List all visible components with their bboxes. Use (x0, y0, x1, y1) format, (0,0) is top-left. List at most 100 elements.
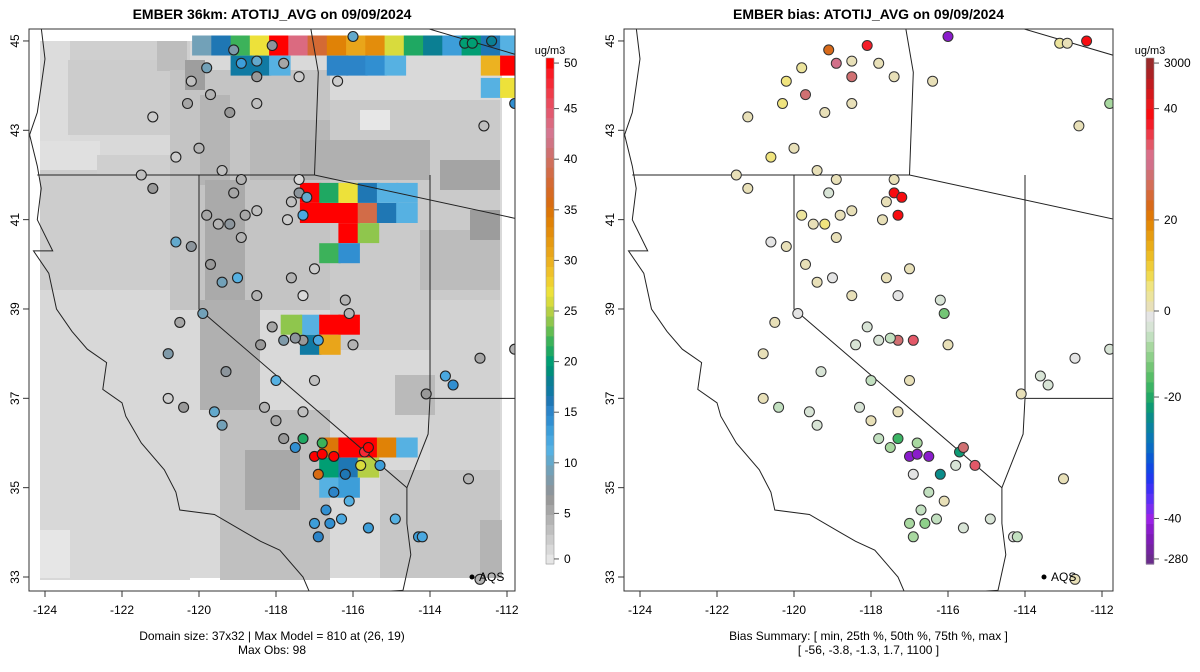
station-obs-marker (216, 276, 228, 288)
grid-cell (480, 55, 503, 76)
colorbar-swatch (546, 137, 554, 148)
colorbar-swatch (546, 236, 554, 248)
station-bias-marker (850, 339, 862, 351)
colorbar-tick-label: 3000 (1164, 56, 1191, 70)
state-borders (624, 29, 1113, 591)
colorbar-swatch (1146, 472, 1154, 484)
x-tick-label: -112 (1090, 603, 1113, 617)
station-obs-marker (185, 75, 197, 87)
grid-shade (360, 110, 390, 130)
right-map-title: EMBER bias: ATOTIJ_AVG on 09/09/2024 (732, 6, 1005, 22)
x-tick-label: -120 (782, 603, 806, 617)
y-tick-label: 45 (603, 34, 617, 48)
station-bias-marker (931, 513, 942, 525)
station-obs-marker (170, 151, 182, 163)
colorbar-tick-label: 0 (1164, 304, 1171, 318)
station-bias-marker (765, 151, 777, 163)
station-bias-marker (796, 62, 808, 74)
grid-cell (423, 35, 445, 56)
colorbar-swatch (546, 464, 554, 476)
grid-cell (338, 223, 360, 244)
grid-cell (357, 182, 380, 203)
colorbar-swatch (546, 444, 554, 456)
station-obs-marker (312, 531, 324, 543)
station-obs-marker (251, 55, 263, 67)
station-bias-marker (788, 142, 800, 154)
colorbar-swatch (1146, 381, 1154, 393)
y-tick-label: 37 (8, 391, 22, 405)
station-obs-marker (278, 433, 290, 445)
station-bias-marker (884, 332, 896, 344)
x-tick-label: -118 (859, 603, 882, 617)
grid-cell (299, 314, 322, 335)
station-bias-marker (800, 258, 811, 270)
colorbar-swatch (546, 395, 554, 406)
grid-cell (376, 203, 399, 223)
colorbar-swatch (1146, 98, 1154, 110)
state-border (198, 175, 412, 591)
colorbar-tick-label: 40 (564, 152, 578, 166)
station-bias-marker (773, 401, 785, 413)
station-obs-marker (197, 307, 209, 320)
y-tick-label: 39 (603, 302, 617, 316)
colorbar-swatch (1146, 118, 1154, 130)
grid-shade (440, 160, 500, 190)
colorbar-swatch (1146, 462, 1154, 474)
colorbar-swatch (546, 206, 554, 218)
station-bias-marker (730, 169, 742, 181)
station-bias-marker (1073, 120, 1085, 132)
y-tick-label: 39 (8, 302, 22, 316)
station-bias-marker (830, 232, 842, 243)
colorbar-swatch (1146, 533, 1154, 545)
station-bias-marker (1015, 388, 1027, 400)
y-tick-label: 37 (603, 391, 617, 405)
colorbar-tick-label: 35 (564, 203, 578, 217)
colorbar-swatch (546, 554, 554, 565)
station-obs-marker (147, 111, 159, 123)
station-obs-marker (474, 573, 486, 585)
station-bias-marker (892, 406, 904, 418)
right-map: -124 -122 -120 -118 -116 -114 -112 33 35 37 39 41 43… (603, 28, 1191, 617)
y-tick-label: 35 (8, 481, 22, 495)
station-bias-marker (823, 44, 835, 56)
colorbar-swatch (1146, 88, 1154, 100)
x-tick-label: -120 (187, 603, 211, 617)
colorbar-swatch (546, 474, 554, 486)
station-bias-marker (919, 517, 931, 529)
station-obs-marker (316, 448, 328, 460)
station-obs-marker (447, 379, 459, 391)
station-obs-marker (235, 57, 247, 69)
station-obs-marker (343, 307, 355, 320)
grid-shade (480, 520, 502, 578)
grid-shade (200, 300, 260, 410)
domain-summary: Domain size: 37x32 | Max Model = 810 at … (139, 629, 405, 643)
grid-cell (396, 437, 418, 458)
station-obs-marker (281, 214, 294, 226)
station-bias-marker (807, 218, 819, 230)
station-bias-marker (846, 205, 858, 217)
station-bias-marker (888, 174, 900, 185)
station-obs-marker (308, 517, 321, 529)
station-bias-marker (742, 111, 754, 123)
colorbar-unit: ug/m3 (1135, 45, 1166, 57)
x-tick-label: -122 (110, 603, 134, 617)
station-obs-marker (251, 290, 263, 302)
grid-cell (396, 182, 418, 203)
colorbar-swatch (1146, 311, 1154, 322)
station-obs-marker (289, 332, 301, 344)
colorbar-swatch (546, 296, 554, 307)
x-tick-label: -124 (628, 603, 652, 617)
station-bias-marker (888, 71, 900, 83)
colorbar-swatch (546, 306, 554, 317)
colorbar-swatch (546, 167, 554, 178)
station-bias-marker (904, 263, 915, 275)
colorbar-swatch (546, 454, 554, 466)
station-obs-marker (312, 334, 324, 346)
station-obs-marker (135, 169, 147, 181)
station-bias-marker (865, 375, 877, 386)
colorbar-swatch (546, 177, 554, 188)
station-bias-marker (884, 442, 896, 453)
colorbar-tick-label: 0 (564, 552, 571, 566)
colorbar-swatch (1146, 331, 1154, 342)
station-obs-marker (201, 62, 213, 74)
